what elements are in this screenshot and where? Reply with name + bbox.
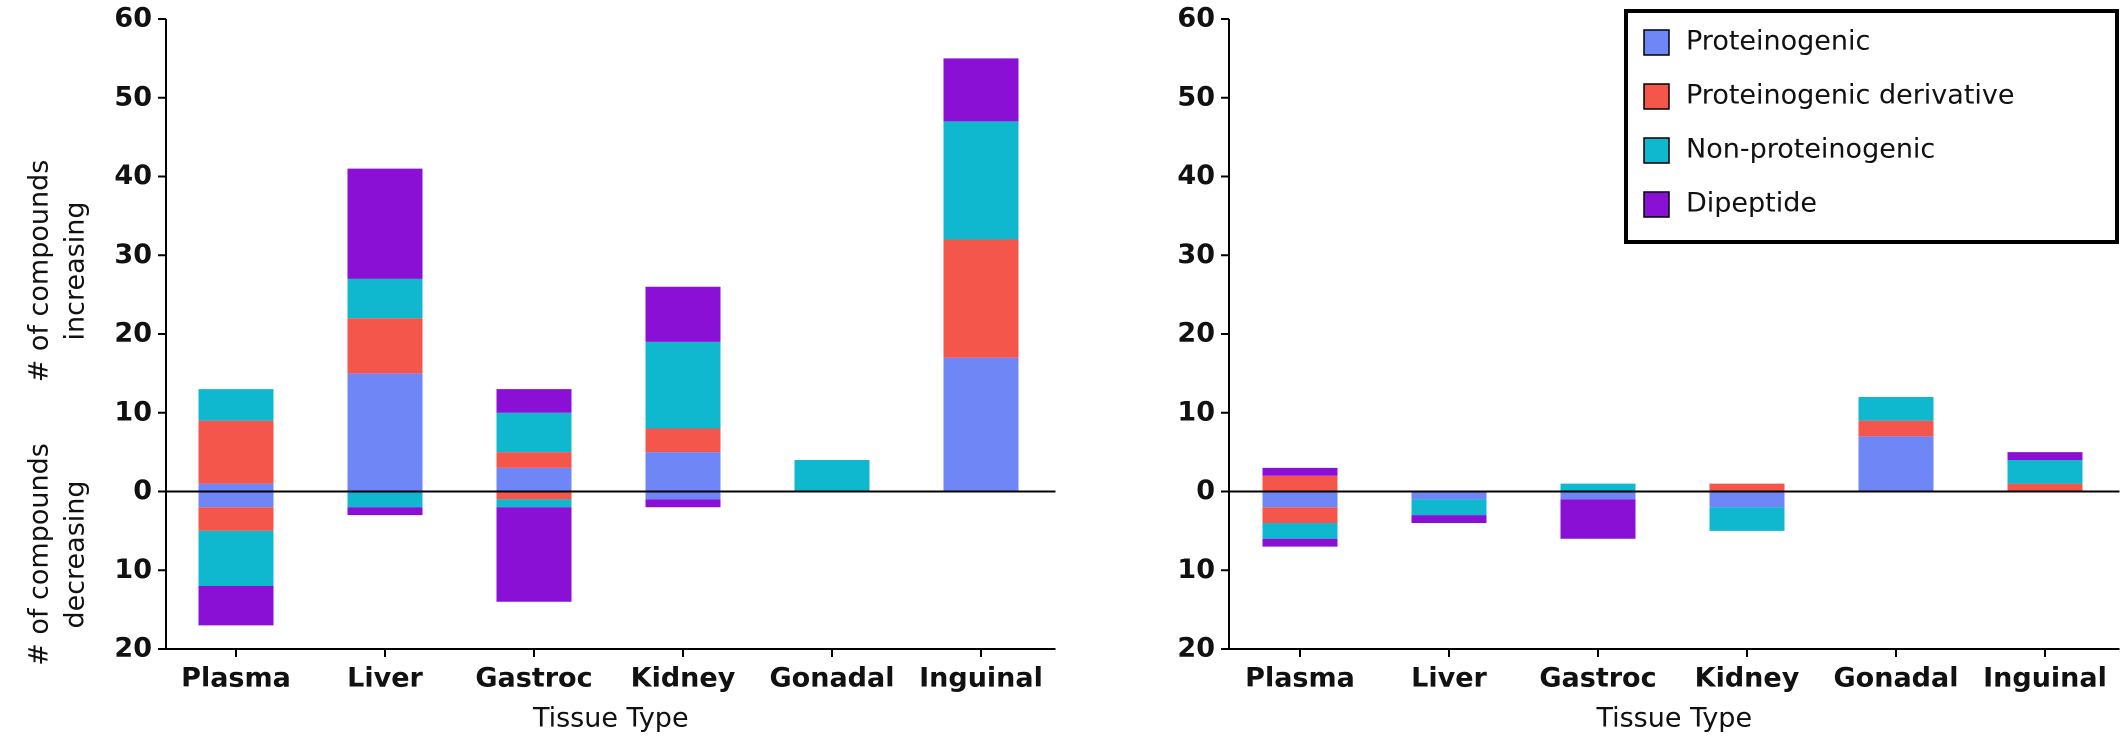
- x-axis-label: Tissue Type: [1595, 703, 1752, 734]
- bar-segment: [496, 499, 572, 508]
- bar-segment: [645, 286, 721, 342]
- bar-segment: [1709, 491, 1785, 508]
- legend-label: Proteinogenic derivative: [1686, 80, 2015, 111]
- legend-label: Dipeptide: [1686, 188, 1817, 219]
- bar-segment: [496, 491, 572, 500]
- bar-segment: [943, 239, 1019, 358]
- bar-segment: [347, 278, 423, 319]
- y-tick-label: 60: [114, 3, 152, 34]
- y-tick-label: 20: [1177, 633, 1215, 664]
- y-tick-label: 10: [114, 554, 152, 585]
- bar-segment: [2007, 460, 2083, 484]
- legend-swatch: [1643, 29, 1670, 56]
- bar-segment: [1262, 467, 1338, 476]
- bar-segment: [943, 357, 1019, 492]
- bar-segment: [496, 412, 572, 453]
- bar-segment: [2007, 483, 2083, 492]
- bar-segment: [347, 507, 423, 516]
- y-tick-label: 0: [133, 475, 152, 506]
- bar-segment: [496, 452, 572, 468]
- y-tick-label: 50: [114, 81, 152, 112]
- bar-segment: [1262, 491, 1338, 508]
- bar-segment: [2007, 452, 2083, 460]
- bar-segment: [1560, 491, 1636, 500]
- bar-segment: [1709, 507, 1785, 531]
- bar-segment: [198, 507, 274, 531]
- y-tick-label: 10: [1177, 396, 1215, 427]
- bar-segment: [1411, 499, 1487, 516]
- bar-segment: [198, 491, 274, 508]
- y-tick-label: 30: [114, 239, 152, 270]
- legend-label: Non-proteinogenic: [1686, 134, 1935, 165]
- y-tick-label: 10: [1177, 554, 1215, 585]
- bar-segment: [1262, 523, 1338, 539]
- y-tick-label: 40: [114, 160, 152, 191]
- x-tick-label: Gonadal: [770, 663, 895, 694]
- bar-segment: [645, 491, 721, 500]
- bar-segment: [1262, 507, 1338, 523]
- bar-segment: [347, 373, 423, 492]
- bar-segment: [496, 467, 572, 492]
- y-tick-label: 60: [1177, 3, 1215, 34]
- bar-segment: [347, 318, 423, 374]
- bar-segment: [1262, 538, 1338, 547]
- bar-segment: [645, 341, 721, 429]
- bar-segment: [1262, 475, 1338, 492]
- y-tick-label: 10: [114, 396, 152, 427]
- y-tick-label: 20: [114, 318, 152, 349]
- bar-segment: [198, 530, 274, 586]
- x-tick-label: Plasma: [181, 663, 291, 694]
- x-tick-label: Gastroc: [475, 663, 592, 694]
- bar-segment: [1560, 499, 1636, 539]
- bar-segment: [496, 389, 572, 413]
- bar-segment: [645, 499, 721, 508]
- y-tick-label: 30: [1177, 239, 1215, 270]
- bar-segment: [347, 491, 423, 508]
- bar-segment: [347, 168, 423, 279]
- y-tick-label: 50: [1177, 81, 1215, 112]
- bar-segment: [1709, 483, 1785, 492]
- y-axis-label: # of compounds: [24, 160, 55, 383]
- legend-box: [1624, 9, 2119, 244]
- y-tick-label: 40: [1177, 160, 1215, 191]
- legend-label: Proteinogenic: [1686, 26, 1870, 57]
- bar-segment: [1411, 491, 1487, 500]
- bar-segment: [198, 389, 274, 421]
- x-axis-label: Tissue Type: [532, 703, 689, 734]
- x-tick-label: Liver: [1411, 663, 1487, 694]
- bar-segment: [645, 452, 721, 492]
- bar-segment: [1858, 420, 1934, 437]
- y-axis-label: # of compounds: [24, 443, 55, 666]
- x-tick-label: Gastroc: [1539, 663, 1656, 694]
- legend-swatch: [1643, 137, 1670, 164]
- x-tick-label: Plasma: [1245, 663, 1355, 694]
- x-tick-label: Liver: [347, 663, 423, 694]
- bar-segment: [1560, 483, 1636, 492]
- y-axis-label: decreasing: [60, 480, 91, 628]
- bar-segment: [645, 428, 721, 453]
- bar-segment: [198, 586, 274, 626]
- bar-segment: [943, 121, 1019, 240]
- bar-segment: [943, 58, 1019, 122]
- bar-segment: [1858, 436, 1934, 492]
- x-tick-label: Inguinal: [919, 663, 1043, 694]
- y-tick-label: 0: [1196, 475, 1215, 506]
- bar-segment: [496, 507, 572, 602]
- y-tick-label: 20: [114, 633, 152, 664]
- bar-segment: [198, 420, 274, 484]
- legend-swatch: [1643, 83, 1670, 110]
- x-tick-label: Gonadal: [1834, 663, 1959, 694]
- y-tick-label: 20: [1177, 318, 1215, 349]
- bar-segment: [794, 460, 870, 492]
- x-tick-label: Inguinal: [1983, 663, 2107, 694]
- bar-segment: [1858, 397, 1934, 421]
- x-tick-label: Kidney: [1695, 663, 1800, 694]
- y-axis-label: increasing: [60, 202, 91, 341]
- bar-segment: [1411, 515, 1487, 523]
- x-tick-label: Kidney: [631, 663, 736, 694]
- bar-segment: [198, 483, 274, 492]
- legend-swatch: [1643, 191, 1670, 218]
